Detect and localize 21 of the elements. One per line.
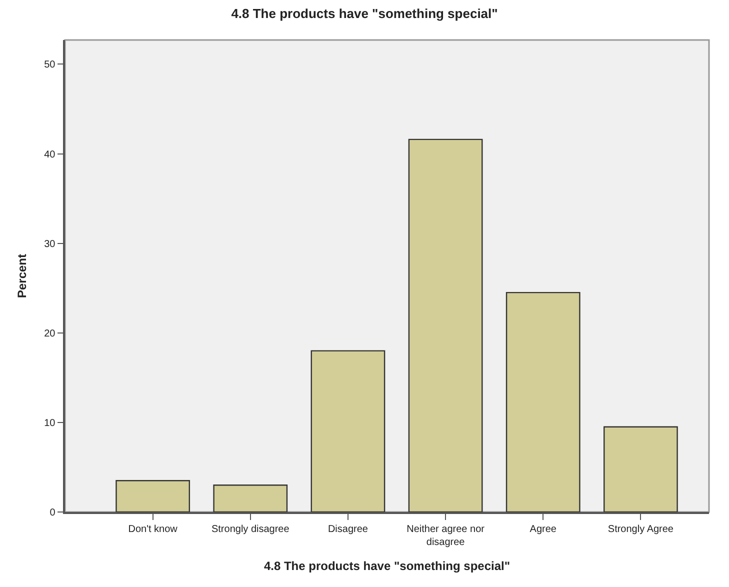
bar (408, 138, 483, 512)
bar (116, 480, 190, 512)
bar (310, 350, 386, 512)
y-tick-label: 0 (50, 508, 56, 518)
x-axis-title: 4.8 The products have "something special" (264, 559, 510, 574)
x-tick-label: Agree (530, 524, 557, 535)
x-tick-label: Strongly disagree (211, 524, 290, 535)
y-tick-label: 30 (44, 238, 56, 250)
x-tick-label: Neither agree nor disagree (406, 524, 486, 548)
y-tick-label: 50 (44, 60, 56, 71)
y-tick-label: 10 (44, 418, 56, 429)
x-tick-label: Disagree (328, 524, 368, 535)
bar (506, 292, 580, 512)
bar (604, 426, 678, 512)
chart-title: 4.8 The products have "something special" (231, 6, 498, 21)
x-tick-label: Strongly Agree (608, 524, 674, 535)
y-axis-title: Percent (14, 254, 29, 298)
y-tick-label: 40 (44, 149, 56, 160)
y-tick-label: 20 (44, 328, 56, 340)
x-tick-label: Don't know (128, 524, 178, 535)
bar (213, 484, 288, 512)
